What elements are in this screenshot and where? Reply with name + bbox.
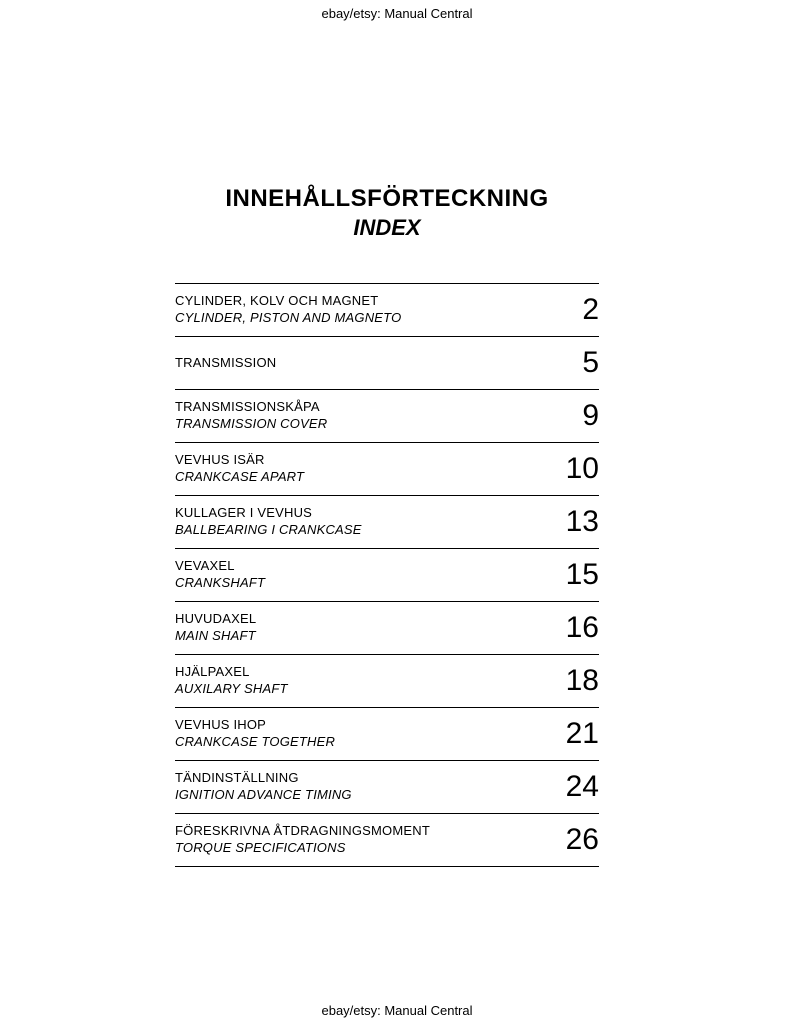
index-item-english: MAIN SHAFT (175, 628, 549, 645)
index-item-page: 10 (549, 452, 599, 486)
index-item-english: IGNITION ADVANCE TIMING (175, 787, 549, 804)
index-item-english: BALLBEARING I CRANKCASE (175, 522, 549, 539)
index-item-english: CRANKCASE TOGETHER (175, 734, 549, 751)
index-item-page: 15 (549, 558, 599, 592)
index-item-swedish: KULLAGER I VEVHUS (175, 505, 549, 522)
index-item-text: TRANSMISSION (175, 355, 549, 372)
index-item: VEVHUS ISÄRCRANKCASE APART10 (175, 442, 599, 495)
index-item-english: CRANKSHAFT (175, 575, 549, 592)
index-item-swedish: HUVUDAXEL (175, 611, 549, 628)
index-item-text: HUVUDAXELMAIN SHAFT (175, 611, 549, 645)
index-item-page: 26 (549, 823, 599, 857)
index-item-page: 13 (549, 505, 599, 539)
index-item-text: KULLAGER I VEVHUSBALLBEARING I CRANKCASE (175, 505, 549, 539)
index-item-text: HJÄLPAXELAUXILARY SHAFT (175, 664, 549, 698)
index-item-english: TORQUE SPECIFICATIONS (175, 840, 549, 857)
index-item: VEVAXELCRANKSHAFT15 (175, 548, 599, 601)
index-item: TRANSMISSION5 (175, 336, 599, 389)
index-item-text: VEVAXELCRANKSHAFT (175, 558, 549, 592)
index-item-text: CYLINDER, KOLV OCH MAGNETCYLINDER, PISTO… (175, 293, 549, 327)
index-item: VEVHUS IHOPCRANKCASE TOGETHER21 (175, 707, 599, 760)
index-item: TRANSMISSIONSKÅPATRANSMISSION COVER9 (175, 389, 599, 442)
index-item-english: AUXILARY SHAFT (175, 681, 549, 698)
index-item-swedish: TÄNDINSTÄLLNING (175, 770, 549, 787)
index-item-swedish: TRANSMISSIONSKÅPA (175, 399, 549, 416)
content-area: INNEHÅLLSFÖRTECKNING INDEX CYLINDER, KOL… (0, 0, 794, 867)
watermark-bottom: ebay/etsy: Manual Central (0, 1003, 794, 1018)
index-item-page: 24 (549, 770, 599, 804)
index-item-text: FÖRESKRIVNA ÅTDRAGNINGSMOMENTTORQUE SPEC… (175, 823, 549, 857)
index-item-text: VEVHUS IHOPCRANKCASE TOGETHER (175, 717, 549, 751)
index-item-swedish: CYLINDER, KOLV OCH MAGNET (175, 293, 549, 310)
index-item: FÖRESKRIVNA ÅTDRAGNINGSMOMENTTORQUE SPEC… (175, 813, 599, 867)
index-list: CYLINDER, KOLV OCH MAGNETCYLINDER, PISTO… (175, 283, 599, 867)
index-item-text: VEVHUS ISÄRCRANKCASE APART (175, 452, 549, 486)
watermark-top: ebay/etsy: Manual Central (0, 6, 794, 21)
index-item: HJÄLPAXELAUXILARY SHAFT18 (175, 654, 599, 707)
index-item-page: 16 (549, 611, 599, 645)
title-swedish: INNEHÅLLSFÖRTECKNING (175, 185, 599, 213)
index-item: HUVUDAXELMAIN SHAFT16 (175, 601, 599, 654)
index-item-swedish: TRANSMISSION (175, 355, 549, 372)
index-item: CYLINDER, KOLV OCH MAGNETCYLINDER, PISTO… (175, 283, 599, 336)
index-item-english: TRANSMISSION COVER (175, 416, 549, 433)
index-item-english: CRANKCASE APART (175, 469, 549, 486)
index-item-page: 5 (549, 346, 599, 380)
index-item-text: TRANSMISSIONSKÅPATRANSMISSION COVER (175, 399, 549, 433)
index-item-swedish: VEVHUS ISÄR (175, 452, 549, 469)
title-block: INNEHÅLLSFÖRTECKNING INDEX (175, 185, 599, 241)
index-item-swedish: VEVAXEL (175, 558, 549, 575)
index-item-swedish: HJÄLPAXEL (175, 664, 549, 681)
index-item: TÄNDINSTÄLLNINGIGNITION ADVANCE TIMING24 (175, 760, 599, 813)
index-item-english: CYLINDER, PISTON AND MAGNETO (175, 310, 549, 327)
index-item-page: 9 (549, 399, 599, 433)
index-item-page: 2 (549, 293, 599, 327)
index-item-page: 21 (549, 717, 599, 751)
index-item-swedish: VEVHUS IHOP (175, 717, 549, 734)
index-item-page: 18 (549, 664, 599, 698)
index-item-swedish: FÖRESKRIVNA ÅTDRAGNINGSMOMENT (175, 823, 549, 840)
index-item-text: TÄNDINSTÄLLNINGIGNITION ADVANCE TIMING (175, 770, 549, 804)
title-english: INDEX (175, 215, 599, 241)
index-item: KULLAGER I VEVHUSBALLBEARING I CRANKCASE… (175, 495, 599, 548)
